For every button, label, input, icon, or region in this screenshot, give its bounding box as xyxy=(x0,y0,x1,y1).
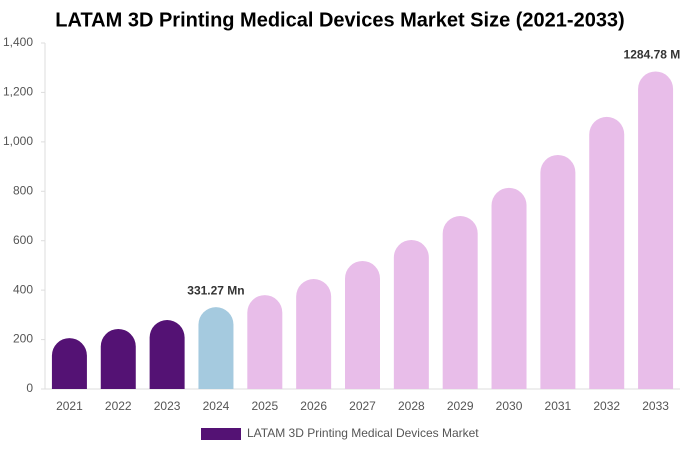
legend-swatch xyxy=(201,428,241,440)
bar xyxy=(198,307,234,389)
y-tick-label: 1,200 xyxy=(3,85,33,99)
x-tick-label: 2027 xyxy=(349,399,376,413)
x-tick-label: 2029 xyxy=(447,399,474,413)
x-tick-label: 2030 xyxy=(496,399,523,413)
bar xyxy=(247,295,283,389)
bar xyxy=(345,260,380,389)
y-tick-label: 800 xyxy=(13,183,33,197)
x-tick-label: 2032 xyxy=(593,399,620,413)
bar xyxy=(393,239,429,389)
data-label: 1284.78 Mn xyxy=(624,48,680,62)
x-tick-label: 2021 xyxy=(56,399,83,413)
x-tick-label: 2024 xyxy=(203,399,230,413)
x-tick-label: 2023 xyxy=(154,399,181,413)
chart-title: LATAM 3D Printing Medical Devices Market… xyxy=(55,9,624,31)
bar xyxy=(149,320,185,389)
x-tick-label: 2031 xyxy=(545,399,572,413)
x-tick-label: 2025 xyxy=(251,399,278,413)
bar xyxy=(589,116,625,389)
x-tick-label: 2022 xyxy=(105,399,132,413)
bar xyxy=(638,71,674,389)
bar xyxy=(51,338,87,389)
legend-label: LATAM 3D Printing Medical Devices Market xyxy=(247,426,479,440)
bar xyxy=(540,154,576,389)
y-tick-label: 400 xyxy=(13,282,33,296)
y-tick-label: 1,400 xyxy=(3,35,33,49)
bar xyxy=(491,187,527,389)
y-tick-label: 600 xyxy=(13,233,33,247)
x-tick-label: 2026 xyxy=(300,399,327,413)
x-tick-label: 2028 xyxy=(398,399,425,413)
y-tick-label: 0 xyxy=(26,381,33,395)
y-tick-label: 1,000 xyxy=(3,134,33,148)
bar xyxy=(296,279,332,389)
bar xyxy=(100,328,136,389)
y-tick-label: 200 xyxy=(13,332,33,346)
bar xyxy=(442,216,478,389)
data-label: 331.27 Mn xyxy=(187,283,244,297)
x-tick-label: 2033 xyxy=(642,399,669,413)
